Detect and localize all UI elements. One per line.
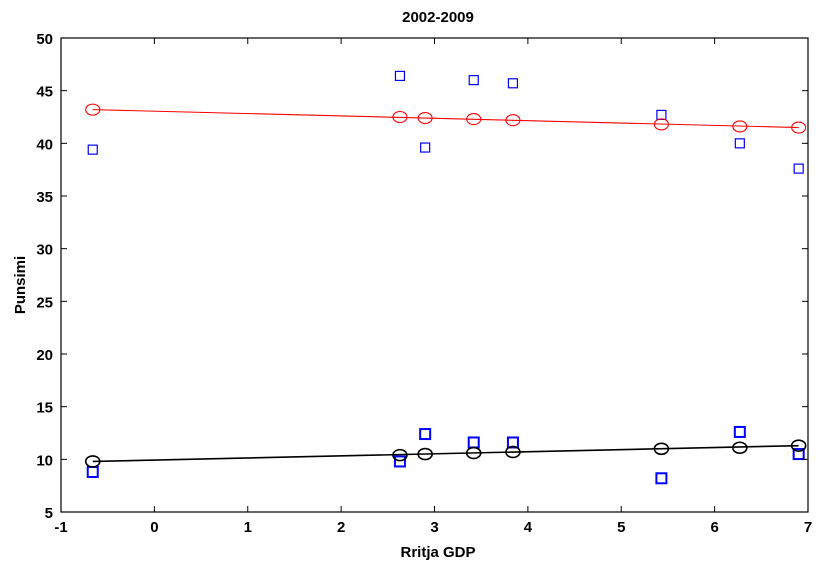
x-tick-label: 7: [804, 519, 812, 536]
data-point-square: [792, 448, 805, 461]
x-tick-label: 5: [617, 519, 625, 536]
data-point-square: [394, 70, 406, 82]
y-tick-label: 50: [36, 31, 53, 48]
data-point-circle: [392, 110, 408, 124]
data-point-square: [793, 163, 804, 174]
data-point-circle: [505, 445, 521, 459]
y-tick-label: 35: [36, 189, 53, 206]
data-point-circle: [85, 103, 101, 116]
x-axis-label: Rritja GDP: [400, 544, 475, 561]
y-tick-label: 5: [45, 505, 53, 522]
data-point-square: [655, 472, 668, 485]
data-point-square: [733, 425, 746, 438]
data-point-circle: [417, 447, 433, 461]
data-point-circle: [505, 114, 521, 127]
data-point-square: [468, 75, 479, 86]
x-tick-label: 6: [710, 519, 718, 536]
data-point-square: [734, 138, 745, 149]
data-point-circle: [732, 441, 748, 455]
fit-line-1: [92, 109, 799, 129]
y-tick-label: 15: [36, 400, 53, 417]
data-point-circle: [84, 455, 101, 468]
y-tick-label: 30: [36, 242, 53, 259]
data-point-square: [419, 428, 432, 441]
data-point-circle: [732, 120, 748, 133]
data-point-square: [506, 436, 519, 449]
chart-title: 2002-2009: [402, 9, 474, 26]
data-point-circle: [791, 121, 807, 134]
x-tick-label: -1: [54, 519, 67, 536]
data-point-square: [87, 144, 98, 155]
data-point-circle: [466, 113, 482, 126]
data-point-square: [507, 78, 519, 89]
y-axis-label: Punsimi: [12, 256, 29, 314]
x-tick-label: 0: [150, 519, 158, 536]
data-point-circle: [392, 448, 408, 462]
x-tick-label: 4: [524, 519, 533, 536]
data-point-circle: [653, 442, 670, 456]
data-point-circle: [790, 439, 807, 452]
fit-line-3: [92, 444, 799, 463]
plot-area: [60, 37, 809, 513]
y-tick-label: 45: [36, 84, 53, 101]
axes-frame: [60, 37, 809, 513]
data-point-circle: [417, 112, 433, 125]
data-point-square: [393, 455, 406, 468]
y-tick-label: 25: [36, 294, 53, 311]
x-tick-label: 1: [244, 519, 252, 536]
data-point-circle: [653, 118, 669, 131]
y-tick-label: 40: [36, 136, 53, 153]
data-point-square: [420, 142, 431, 153]
y-tick-label: 10: [36, 452, 53, 469]
x-tick-label: 2: [337, 519, 345, 536]
y-tick-label: 20: [36, 347, 53, 364]
x-tick-label: 3: [430, 519, 438, 536]
data-point-circle: [465, 446, 482, 460]
